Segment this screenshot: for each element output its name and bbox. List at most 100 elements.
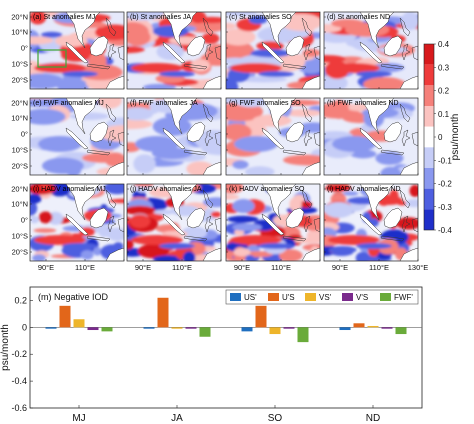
anomaly-blob (371, 63, 405, 73)
coastline (359, 98, 395, 135)
legend-swatch (268, 293, 279, 301)
bar (269, 327, 281, 335)
bar (297, 327, 309, 343)
land (163, 128, 185, 149)
land (360, 214, 382, 235)
lat-tick-label: 10°S (12, 146, 28, 155)
coastline (401, 43, 411, 61)
legend-swatch (380, 293, 391, 301)
colorbar-tick-label: 0.4 (438, 40, 450, 49)
coastline (86, 63, 111, 70)
coastline (380, 235, 405, 242)
anomaly-blob (289, 197, 302, 212)
coastline (261, 127, 285, 150)
map-frame (225, 97, 321, 176)
colorbar-tick-label: 0 (438, 133, 443, 142)
anomaly-band (131, 63, 183, 73)
coastline (162, 213, 186, 236)
colorbar-segment (424, 64, 434, 86)
anomaly-blob (226, 184, 244, 194)
coastline (186, 207, 206, 229)
coastline (204, 215, 214, 233)
legend-swatch (305, 293, 316, 301)
map-panel: (i) HADV anomalies MJ 20°N 10°N 0° 10°S 20°S 9… (11, 183, 125, 272)
lon-tick-label: 90°E (135, 263, 151, 272)
anomaly-blob (227, 215, 259, 223)
bar (59, 305, 71, 328)
lat-tick-label: 20°N (11, 185, 28, 194)
colorbar-tick-label: -0.2 (438, 180, 452, 189)
land (286, 208, 304, 228)
bar (255, 305, 267, 328)
anomaly-blob (343, 191, 359, 196)
map-field (324, 98, 418, 175)
lat-tick-label: 20°N (11, 13, 28, 22)
anomaly-band (328, 235, 380, 245)
map-panels: (a) St anomalies MJ 20°N 10°N 0° 10°S 20°S (b)… (11, 11, 428, 272)
land (400, 162, 418, 175)
map-frame (29, 183, 125, 262)
lon-tick-label: 110°E (369, 263, 389, 272)
coastline (285, 121, 305, 143)
colorbar-tick-label: 0.1 (438, 110, 450, 119)
map-frame (323, 183, 419, 262)
anomaly-blob (284, 109, 320, 117)
land (90, 122, 108, 142)
anomaly-blob (290, 29, 310, 38)
coastline (261, 184, 297, 221)
land (187, 208, 205, 228)
map-panel: (d) St anomalies ND (323, 11, 419, 90)
land (262, 214, 284, 235)
coastline (89, 207, 109, 229)
coastline (359, 184, 395, 221)
anomaly-blob (152, 255, 184, 261)
land (262, 42, 284, 63)
region-box (37, 49, 67, 68)
anomaly-band (62, 243, 98, 249)
coastline (162, 12, 198, 49)
coastline (65, 184, 101, 221)
land (203, 162, 221, 175)
panel-title: (b) St anomalies JA (130, 14, 191, 21)
coastline (359, 12, 395, 49)
coastline (399, 247, 418, 261)
coastline (214, 217, 221, 233)
x-tick-label: SO (268, 413, 283, 424)
anomaly-band (38, 136, 82, 152)
land (360, 184, 394, 220)
anomaly-blob (233, 248, 251, 257)
coastline (383, 121, 403, 143)
anomaly-blob (41, 157, 84, 174)
bar (367, 325, 379, 328)
anomaly-blob (363, 77, 406, 89)
map-frame (29, 11, 125, 90)
anomaly-blob (98, 227, 111, 238)
anomaly-blob (245, 166, 275, 175)
colorbar-segment (424, 126, 434, 148)
anomaly-blob (30, 108, 66, 125)
coastline (214, 45, 221, 61)
land (384, 208, 402, 228)
map-field (127, 98, 221, 175)
map-anomaly-field (127, 184, 221, 261)
bar (171, 327, 183, 329)
land-mask (66, 12, 124, 89)
panel-title: (j) HADV anomalies JA (130, 186, 202, 193)
coastline (301, 103, 313, 123)
land (90, 208, 108, 228)
lat-tick-label: 10°S (12, 232, 28, 241)
anomaly-blob (94, 24, 124, 41)
map-field (30, 184, 124, 261)
coastline (303, 43, 313, 61)
panel-title: (d) St anomalies ND (327, 14, 390, 21)
coastline (285, 35, 305, 57)
anomaly-blob (182, 251, 196, 261)
land (66, 42, 88, 63)
anomaly-blob (226, 28, 256, 46)
map-frame (323, 11, 419, 90)
anomaly-blob (30, 73, 64, 89)
colorbar-segment (424, 85, 434, 106)
land-mask (163, 184, 221, 261)
colorbar-segment (424, 188, 434, 210)
coastline (313, 131, 320, 147)
